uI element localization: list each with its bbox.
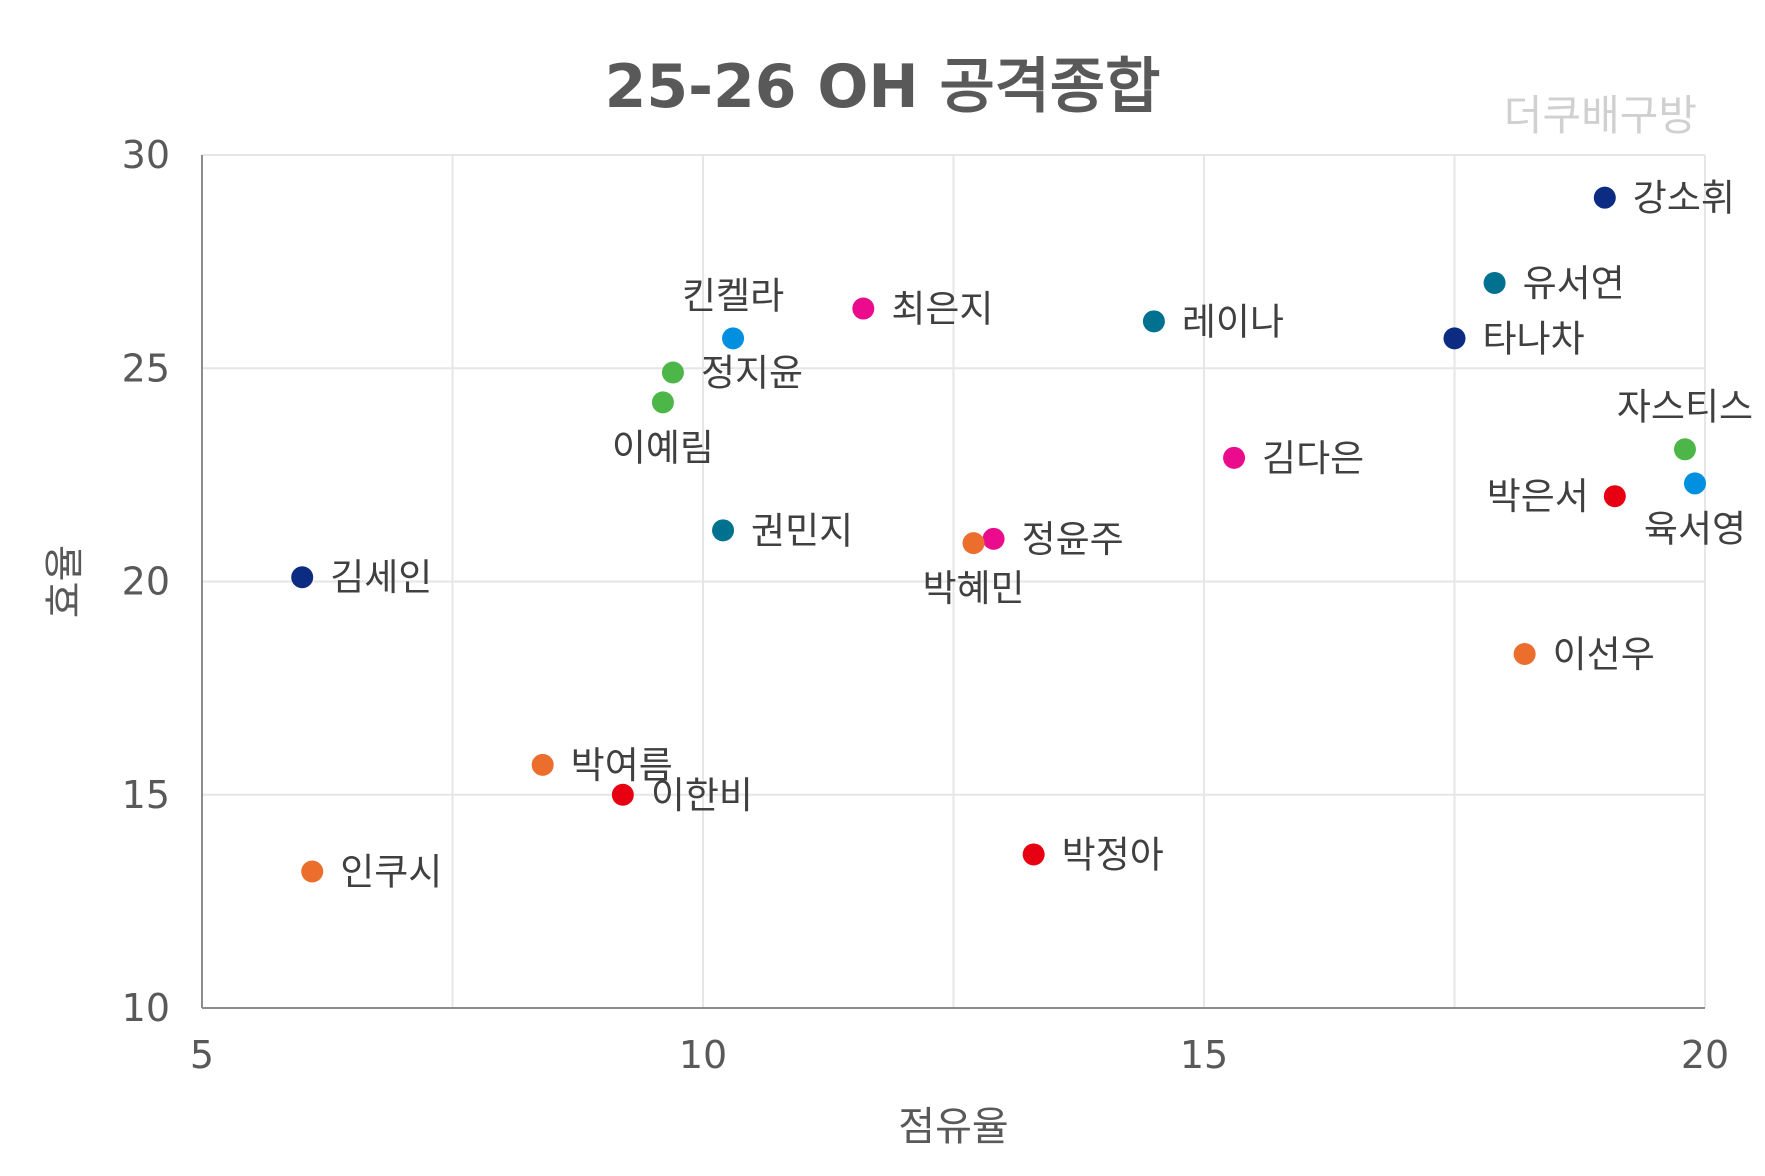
data-point [651, 391, 674, 414]
data-label: 정윤주 [1022, 518, 1124, 561]
data-label: 박여름 [571, 744, 673, 787]
data-label: 이선우 [1553, 633, 1655, 676]
data-label: 박혜민 [922, 567, 1024, 610]
data-point [982, 527, 1005, 550]
data-point [301, 860, 324, 883]
x-tick-label: 10 [679, 1033, 727, 1077]
y-tick-label: 30 [122, 133, 170, 177]
data-point [1443, 327, 1466, 350]
data-label: 이예림 [612, 426, 714, 469]
data-point [1022, 843, 1045, 866]
y-tick-label: 20 [122, 560, 170, 604]
data-point [1673, 438, 1696, 461]
data-label: 유서연 [1523, 262, 1625, 305]
data-label: 권민지 [751, 509, 853, 552]
watermark: 더쿠배구방 [1503, 91, 1697, 140]
x-tick-label: 5 [190, 1033, 214, 1077]
data-label: 박은서 [1487, 475, 1589, 518]
data-point [1142, 310, 1165, 333]
data-label: 이한비 [651, 774, 753, 817]
data-point [611, 783, 634, 806]
data-point [291, 566, 314, 589]
x-axis-label: 점유율 [898, 1104, 1008, 1150]
data-point [852, 297, 875, 320]
x-tick-label: 15 [1180, 1033, 1228, 1077]
data-label: 킨켈라 [682, 274, 784, 317]
data-label: 자스티스 [1617, 385, 1753, 428]
data-label: 김세인 [330, 556, 432, 599]
data-label: 김다은 [1262, 437, 1364, 480]
data-point [1683, 472, 1706, 495]
data-point [962, 532, 985, 555]
data-label: 최은지 [891, 288, 993, 331]
y-tick-label: 25 [122, 346, 170, 390]
data-point [1483, 271, 1506, 294]
data-label: 타나차 [1483, 317, 1585, 360]
data-point [1593, 186, 1616, 209]
data-point [722, 327, 745, 350]
data-point [1603, 485, 1626, 508]
data-point [1223, 446, 1246, 469]
data-point [661, 361, 684, 384]
data-label: 레이나 [1182, 300, 1284, 343]
data-label: 박정아 [1062, 833, 1164, 876]
y-axis-label: 효율 [42, 545, 88, 619]
data-label: 강소휘 [1633, 177, 1735, 220]
x-tick-label: 20 [1681, 1033, 1729, 1077]
data-point [712, 519, 735, 542]
data-point [531, 753, 554, 776]
y-tick-label: 10 [122, 986, 170, 1030]
y-tick-label: 15 [122, 773, 170, 817]
data-label: 정지윤 [701, 352, 803, 395]
data-point [1513, 643, 1536, 666]
data-label: 인쿠시 [340, 851, 442, 894]
chart-title: 25-26 OH 공격종합 [604, 52, 1161, 122]
data-label: 육서영 [1644, 507, 1746, 550]
